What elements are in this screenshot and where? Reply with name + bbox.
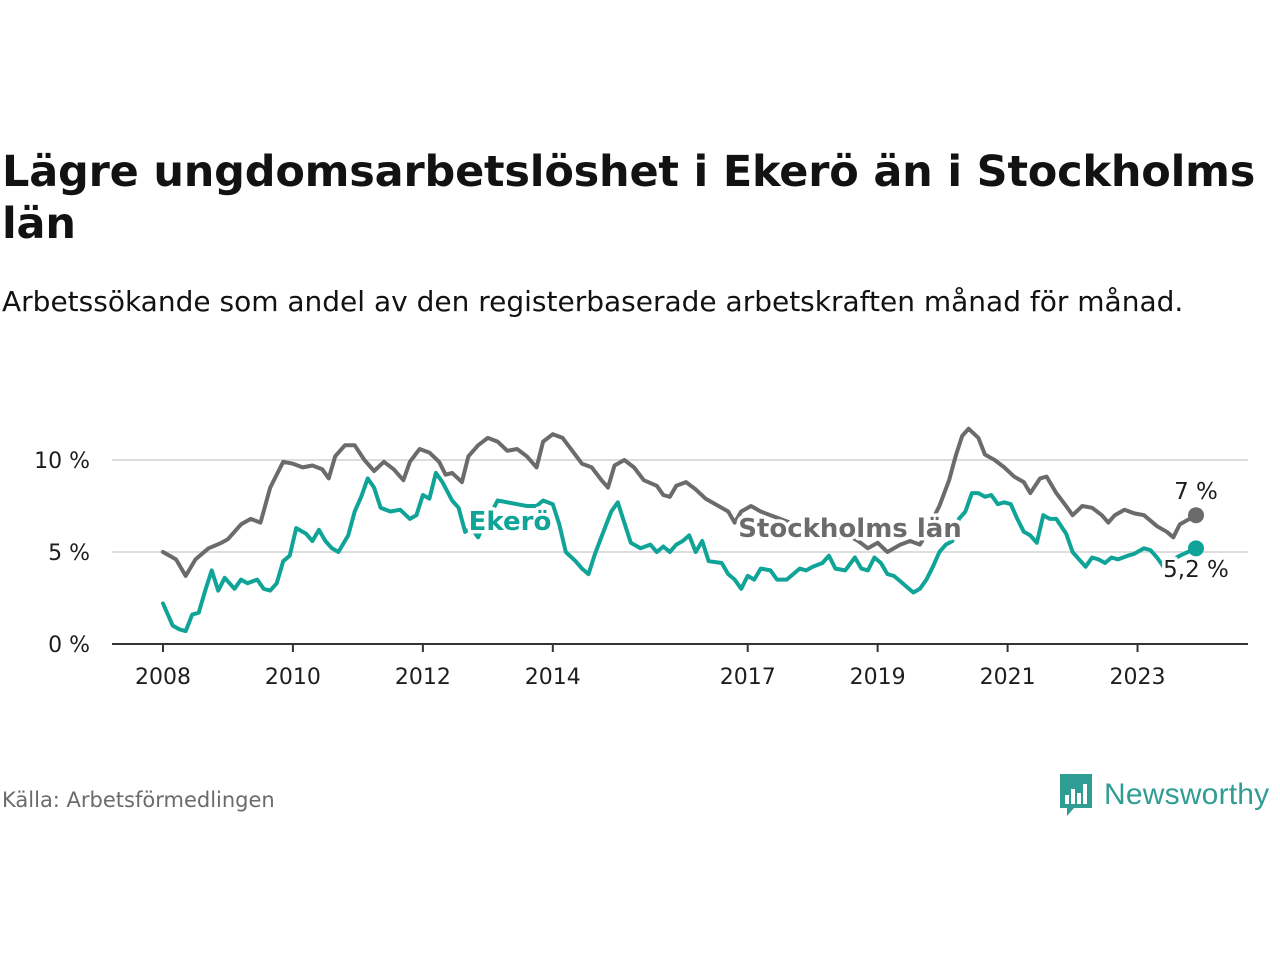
x-tick-label: 2023 — [1110, 665, 1166, 690]
ekero-line — [161, 470, 1198, 634]
x-tick-label: 2014 — [525, 665, 581, 690]
x-tick-label: 2012 — [395, 665, 451, 690]
y-axis: 0 % 5 % 10 % — [34, 449, 90, 658]
y-tick-label: 5 % — [48, 541, 90, 566]
line-chart: 0 % 5 % 10 % Stockholms län Ekerö 7 % 5,2 % 2… — [34, 426, 1248, 690]
stockholm-series-label: Stockholms län — [738, 514, 962, 544]
series-labels: Stockholms län Ekerö 7 % 5,2 % — [465, 476, 1232, 587]
y-tick-label: 0 % — [48, 633, 90, 658]
ekero-series-label: Ekerö — [469, 507, 552, 537]
chart-title: Lägre ungdomsarbetslöshet i Ekerö än i S… — [2, 147, 1256, 249]
chart-subtitle: Arbetssökande som andel av den registerb… — [2, 285, 1184, 318]
gridlines — [112, 459, 1248, 553]
stockholm-line — [161, 426, 1198, 578]
x-tick-label: 2010 — [265, 665, 321, 690]
x-tick-label: 2008 — [135, 665, 191, 690]
newsworthy-logo-text: Newsworthy — [1104, 778, 1270, 811]
ekero-end-dot — [1188, 540, 1204, 557]
newsworthy-logo[interactable]: Newsworthy — [1058, 772, 1269, 818]
source-note: Källa: Arbetsförmedlingen — [2, 788, 275, 812]
y-tick-label: 10 % — [34, 449, 90, 474]
series-lines — [161, 426, 1204, 634]
stockholm-end-label: 7 % — [1174, 479, 1218, 505]
x-tick-label: 2019 — [850, 665, 906, 690]
x-axis: 2008 2010 2012 2014 2017 2019 2021 2023 — [112, 643, 1248, 690]
newsworthy-logo-icon — [1060, 774, 1092, 816]
x-tick-label: 2017 — [720, 665, 776, 690]
x-tick-label: 2021 — [980, 665, 1036, 690]
stockholm-end-dot — [1188, 507, 1204, 524]
ekero-end-label: 5,2 % — [1163, 557, 1229, 583]
